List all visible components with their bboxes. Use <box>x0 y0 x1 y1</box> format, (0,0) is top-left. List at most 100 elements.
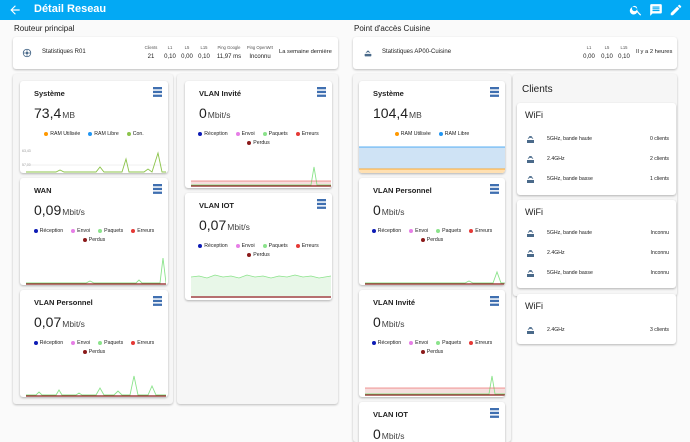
list-menu-icon[interactable] <box>317 199 326 209</box>
legend-item[interactable]: Paquets <box>98 340 123 346</box>
legend-item[interactable]: Perdus <box>247 252 270 258</box>
chart-legend: RAM Utilisée RAM Libre <box>365 131 499 137</box>
router-stats-icon <box>22 48 32 58</box>
legend-item[interactable]: Envoi <box>409 340 428 346</box>
panel-title: VLAN IOT <box>199 201 234 210</box>
panel-value: 73,4MB <box>34 105 75 121</box>
legend-item[interactable]: Erreurs <box>295 243 319 249</box>
client-count: 1 clients <box>649 176 669 182</box>
legend-item[interactable]: Perdus <box>82 237 105 243</box>
client-count: Inconnu <box>650 230 669 236</box>
list-menu-icon[interactable] <box>317 87 326 97</box>
ap-col-head-l5: L5 <box>604 45 610 50</box>
pencil-icon[interactable] <box>669 3 683 17</box>
legend-item[interactable]: Envoi <box>71 228 90 234</box>
legend-item[interactable]: Paquets <box>436 228 461 234</box>
ap-col-head-l1: L1 <box>586 45 592 50</box>
legend-item[interactable]: Réception <box>198 243 228 249</box>
legend-item[interactable]: Réception <box>198 131 228 137</box>
legend-item[interactable]: Perdus <box>420 349 443 355</box>
legend-item[interactable]: Envoi <box>235 243 255 249</box>
band-label: 2.4GHz <box>547 327 565 333</box>
search-icon[interactable] <box>629 3 643 17</box>
panel-value: 0,07Mbit/s <box>34 314 85 330</box>
legend-item[interactable]: Envoi <box>235 131 255 137</box>
access-point-icon <box>527 270 534 277</box>
panel-router-vlan-personnel[interactable]: VLAN Personnel 0,07Mbit/s Réception Envo… <box>20 290 168 397</box>
panel-router-vlan-iot[interactable]: VLAN IOT 0,07Mbit/s Réception Envoi Paqu… <box>185 193 332 300</box>
legend-item[interactable]: Perdus <box>82 349 105 355</box>
col-val-clients: 21 <box>147 54 155 60</box>
ap-col-val-l5: 0,10 <box>601 54 613 60</box>
col-head-ping-google: Ping Google <box>217 45 241 50</box>
wifi-card-title: WiFi <box>525 110 543 120</box>
band-label: 5GHz, bande haute <box>547 230 592 236</box>
legend-item[interactable]: Envoi <box>409 228 428 234</box>
col-val-l1: 0,10 <box>164 54 176 60</box>
legend-item[interactable]: Erreurs <box>469 340 492 346</box>
panel-value: 0Mbit/s <box>199 105 231 121</box>
panel-ap-system[interactable]: Système 104,4MB RAM Utilisée RAM Libre <box>359 81 505 173</box>
list-menu-icon[interactable] <box>153 296 162 306</box>
panel-title: WAN <box>34 186 52 195</box>
list-menu-icon[interactable] <box>490 184 499 194</box>
panel-value: 0Mbit/s <box>373 202 405 218</box>
legend-item[interactable]: Réception <box>371 228 401 234</box>
list-menu-icon[interactable] <box>153 87 162 97</box>
legend-item[interactable]: Réception <box>371 340 401 346</box>
client-count: 2 clients <box>649 156 669 162</box>
list-menu-icon[interactable] <box>153 184 162 194</box>
legend-item[interactable]: RAM Libre <box>88 131 119 137</box>
message-icon[interactable] <box>649 3 663 17</box>
legend-item[interactable]: RAM Utilisée <box>44 131 80 137</box>
router-stats-card[interactable]: Statistiques R01 Clients 21 L1 0,10 L5 0… <box>13 37 338 69</box>
section-title-ap: Point d'accès Cuisine <box>354 24 431 33</box>
access-point-icon <box>527 136 534 143</box>
legend-item[interactable]: Con. <box>126 131 144 137</box>
legend-item[interactable]: Erreurs <box>131 340 154 346</box>
chart-legend: Réception Envoi Paquets Erreurs Perdus <box>26 228 162 243</box>
legend-item[interactable]: Envoi <box>71 340 90 346</box>
ap-stats-card[interactable]: Statistiques AP00-Cuisine L1 0,00 L5 0,1… <box>353 37 677 69</box>
client-count: 0 clients <box>649 136 669 142</box>
app-bar: Détail Reseau <box>0 0 690 20</box>
legend-item[interactable]: RAM Utilisée <box>394 131 431 137</box>
chart-legend: Réception Envoi Paquets Erreurs Perdus <box>365 340 499 355</box>
panel-router-wan[interactable]: WAN 0,09Mbit/s Réception Envoi Paquets E… <box>20 178 168 285</box>
section-title-router: Routeur principal <box>14 24 75 33</box>
panel-router-vlan-invite[interactable]: VLAN Invité 0Mbit/s Réception Envoi Paqu… <box>185 81 332 188</box>
panel-ap-vlan-invite[interactable]: VLAN Invité 0Mbit/s Réception Envoi Paqu… <box>359 290 505 397</box>
band-label: 5GHz, bande basse <box>547 176 593 182</box>
legend-item[interactable]: Erreurs <box>131 228 154 234</box>
legend-item[interactable]: Réception <box>33 340 63 346</box>
panel-router-system[interactable]: Système 73,4MB RAM Utilisée RAM Libre Co… <box>20 81 168 173</box>
legend-item[interactable]: Paquets <box>436 340 461 346</box>
back-arrow-icon[interactable] <box>8 3 22 17</box>
legend-item[interactable]: Erreurs <box>469 228 492 234</box>
panel-title: VLAN Personnel <box>34 298 93 307</box>
client-count: Inconnu <box>650 250 669 256</box>
legend-item[interactable]: Paquets <box>262 131 288 137</box>
legend-item[interactable]: Perdus <box>247 140 270 146</box>
panel-ap-vlan-iot[interactable]: VLAN IOT 0Mbit/s <box>359 402 505 442</box>
panel-ap-vlan-personnel[interactable]: VLAN Personnel 0Mbit/s Réception Envoi P… <box>359 178 505 285</box>
legend-item[interactable]: RAM Libre <box>438 131 469 137</box>
legend-item[interactable]: Erreurs <box>295 131 319 137</box>
list-menu-icon[interactable] <box>490 296 499 306</box>
list-menu-icon[interactable] <box>490 408 499 418</box>
legend-item[interactable]: Paquets <box>262 243 288 249</box>
wifi-card-3[interactable]: WiFi 2.4GHz 3 clients <box>517 294 676 344</box>
access-point-icon <box>527 176 534 183</box>
legend-item[interactable]: Perdus <box>420 237 443 243</box>
legend-item[interactable]: Paquets <box>98 228 123 234</box>
access-point-icon <box>527 327 534 334</box>
wifi-card-title: WiFi <box>525 301 543 311</box>
col-val-ping-google: 11,97 ms <box>216 54 242 60</box>
col-head-l5: L5 <box>184 45 190 50</box>
wifi-card-2[interactable]: WiFi 5GHz, bande haute Inconnu 2.4GHz In… <box>517 200 676 288</box>
wifi-card-1[interactable]: WiFi 5GHz, bande haute 0 clients 2.4GHz … <box>517 103 676 195</box>
sparkline-chart <box>26 151 166 173</box>
chart-legend: Réception Envoi Paquets Erreurs Perdus <box>26 340 162 355</box>
legend-item[interactable]: Réception <box>33 228 63 234</box>
list-menu-icon[interactable] <box>490 87 499 97</box>
